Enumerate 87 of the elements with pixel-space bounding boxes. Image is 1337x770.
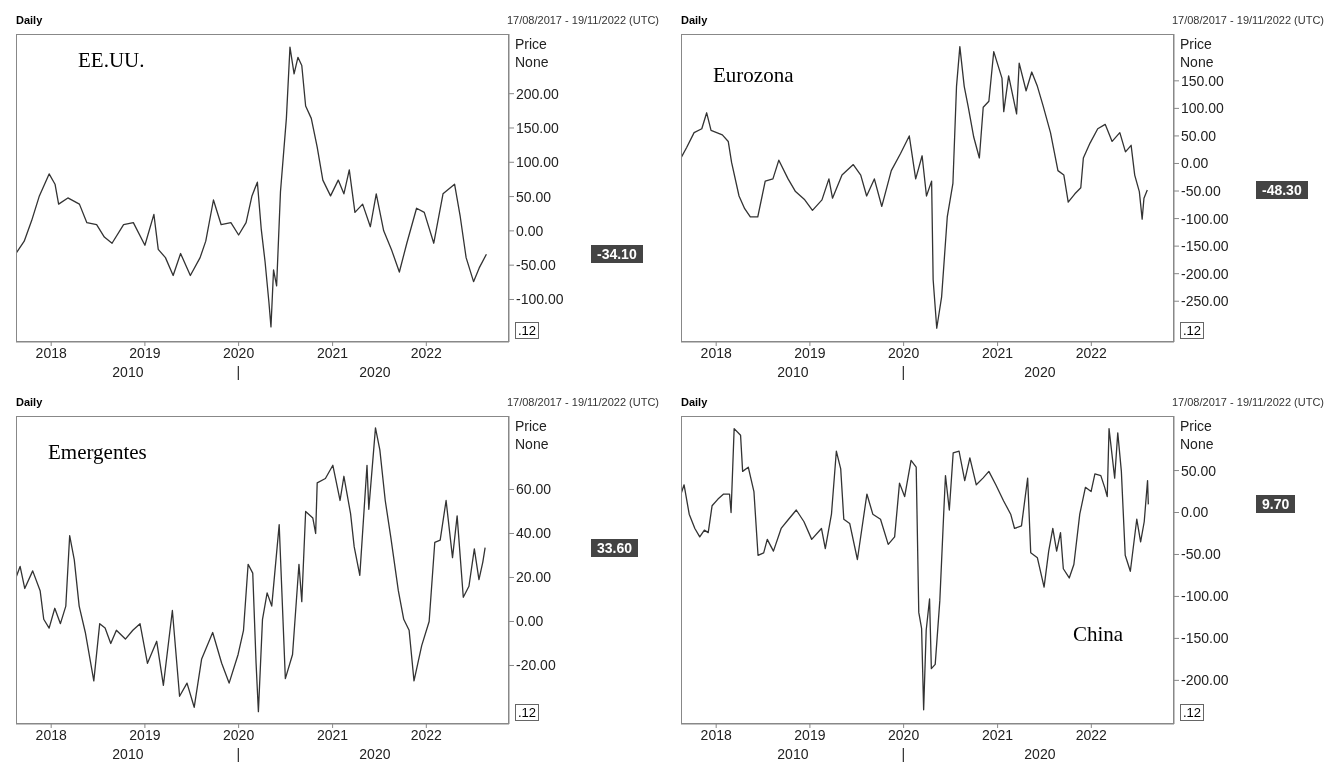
text: 17/08/2017 - 19/11/2022 (UTC): [1171, 14, 1324, 26]
text: 33.60: [591, 538, 639, 557]
y-tick-label: -200.00: [1181, 672, 1229, 689]
y-tick-label: -250.00: [1181, 293, 1229, 310]
line-series: [681, 427, 1149, 711]
y-tick-label: -100.00: [1181, 588, 1229, 605]
x-tick-label: 2021: [317, 726, 349, 743]
text: 2020: [359, 364, 391, 380]
text: .12: [515, 704, 540, 721]
text: 2020: [1024, 746, 1056, 762]
text: China: [1073, 622, 1124, 647]
text: 2010: [777, 746, 809, 762]
y-axis-title: Price None: [515, 35, 549, 71]
y-tick-label: 150.00: [516, 119, 560, 136]
x-tick-label: 2018: [35, 344, 67, 361]
line-series: [16, 46, 488, 328]
y-tick-label: -50.00: [1181, 183, 1221, 199]
text: .12: [515, 322, 540, 339]
y-tick-label: 0.00: [1181, 504, 1209, 521]
y-tick-label: 0.00: [516, 613, 544, 630]
chart-subtitle: Daily: [681, 14, 708, 26]
x-tick-label: 2019: [794, 726, 826, 743]
text: 9.70: [1256, 495, 1296, 514]
chart-subtitle: Daily: [681, 396, 708, 408]
y-tick-label: -50.00: [516, 257, 556, 274]
y-tick-label: -100.00: [516, 291, 564, 308]
y-axis-title: Price None: [1180, 35, 1214, 71]
x-tick-label: 2020: [888, 344, 920, 361]
text: 2010: [112, 746, 144, 762]
x-tick-label: 2020: [223, 344, 255, 361]
y-tick-label: 0.00: [1181, 155, 1209, 172]
text: -48.30: [1256, 181, 1308, 200]
x-tick-label: 2022: [410, 344, 443, 361]
x-tick-label: 2022: [1075, 726, 1108, 743]
y-tick-label: -20.00: [516, 657, 556, 674]
y-tick-label: -150.00: [1181, 238, 1229, 255]
y-tick-label: 200.00: [516, 85, 560, 102]
text: -34.10: [591, 245, 643, 264]
text: 17/08/2017 - 19/11/2022 (UTC): [506, 396, 659, 408]
y-axis-title: Price None: [515, 417, 549, 453]
y-tick-label: 100.00: [516, 154, 560, 171]
y-tick-label: 50.00: [1181, 127, 1217, 144]
text: |: [236, 364, 241, 380]
y-tick-label: 60.00: [516, 481, 552, 498]
x-tick-label: 2021: [982, 344, 1014, 361]
text: 2010: [112, 364, 144, 380]
text: 2020: [359, 746, 391, 762]
y-tick-label: 50.00: [516, 188, 552, 205]
text: 17/08/2017 - 19/11/2022 (UTC): [506, 14, 659, 26]
text: 2010: [777, 364, 809, 380]
line-series: [16, 427, 486, 713]
chart-subtitle: Daily: [16, 14, 43, 26]
y-tick-label: 150.00: [1181, 72, 1225, 89]
text: |: [236, 746, 241, 762]
y-tick-label: 40.00: [516, 525, 552, 542]
x-tick-label: 2019: [129, 726, 161, 743]
x-tick-label: 2021: [982, 726, 1014, 743]
y-tick-label: -100.00: [1181, 210, 1229, 227]
y-tick-label: 20.00: [516, 569, 552, 586]
y-tick-label: -200.00: [1181, 265, 1229, 282]
y-tick-label: 100.00: [1181, 100, 1225, 117]
text: 17/08/2017 - 19/11/2022 (UTC): [1171, 396, 1324, 408]
text: EE.UU.: [78, 48, 145, 73]
y-tick-label: -50.00: [1181, 546, 1221, 563]
x-tick-label: 2022: [1075, 344, 1108, 361]
text: |: [901, 364, 906, 380]
text: |: [901, 746, 906, 762]
line-series: [681, 46, 1148, 329]
x-tick-label: 2018: [35, 726, 67, 743]
x-tick-label: 2021: [317, 344, 349, 361]
x-tick-label: 2018: [700, 344, 732, 361]
text: 2020: [1024, 364, 1056, 380]
y-axis-title: Price None: [1180, 417, 1214, 453]
text: .12: [1180, 704, 1205, 721]
x-tick-label: 2022: [410, 726, 443, 743]
text: .12: [1180, 322, 1205, 339]
x-tick-label: 2018: [700, 726, 732, 743]
x-tick-label: 2019: [129, 344, 161, 361]
y-tick-label: -150.00: [1181, 630, 1229, 647]
text: Emergentes: [48, 440, 147, 465]
x-tick-label: 2020: [223, 726, 255, 743]
text: Eurozona: [713, 63, 794, 88]
chart-subtitle: Daily: [16, 396, 43, 408]
x-tick-label: 2019: [794, 344, 826, 361]
y-tick-label: 0.00: [516, 222, 544, 239]
x-tick-label: 2020: [888, 726, 920, 743]
y-tick-label: 50.00: [1181, 462, 1217, 479]
